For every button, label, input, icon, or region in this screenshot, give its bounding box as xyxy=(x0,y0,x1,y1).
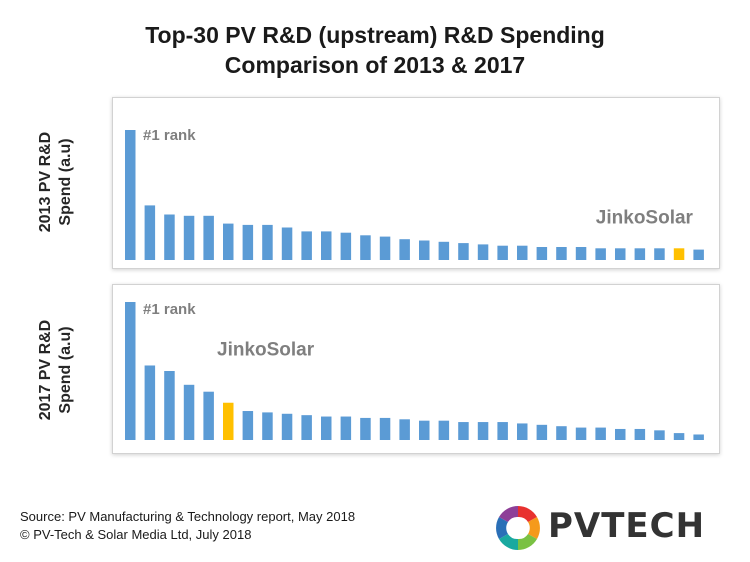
bar-2013-10 xyxy=(301,231,312,260)
bar-2013-5 xyxy=(203,215,214,260)
source-line-2: © PV-Tech & Solar Media Ltd, July 2018 xyxy=(20,527,252,542)
bar-2013-1 xyxy=(125,130,136,260)
bar-2013-27 xyxy=(634,248,646,260)
bar-2013-28 xyxy=(654,248,665,260)
bar-chart-2017: #1 rank JinkoSolar xyxy=(125,301,704,440)
bar-2013-18 xyxy=(458,243,469,260)
bar-2017-2 xyxy=(144,365,156,440)
bar-2017-1 xyxy=(125,302,136,440)
bar-2013-21 xyxy=(517,245,528,260)
annotation-2013-rank-1: #1 rank xyxy=(143,127,196,144)
bar-2017-22 xyxy=(536,424,548,440)
bar-2017-4 xyxy=(183,384,195,440)
y-axis-label-2013-line-2: Spend (a.u) xyxy=(57,138,74,226)
bar-2013-14 xyxy=(379,236,391,260)
bar-2013-17 xyxy=(438,241,450,260)
bar-2017-13 xyxy=(360,417,371,440)
bar-2017-8 xyxy=(262,412,273,440)
chart-panel-2013: #1 rank JinkoSolar xyxy=(112,97,720,269)
title-line-2: Comparison of 2013 & 2017 xyxy=(224,52,526,78)
y-axis-label-2017: 2017 PV R&D Spend (a.u) xyxy=(36,300,80,440)
bar-2013-24 xyxy=(575,247,587,260)
title-line-1: Top-30 PV R&D (upstream) R&D Spending xyxy=(145,22,605,48)
bar-2013-7 xyxy=(242,224,254,260)
bar-2017-30 xyxy=(693,434,704,440)
source-line-1: Source: PV Manufacturing & Technology re… xyxy=(20,509,356,524)
bar-2017-9 xyxy=(281,413,293,440)
bar-2013-12 xyxy=(340,232,352,260)
bar-2013-9 xyxy=(281,227,293,260)
bar-chart-2013: #1 rank JinkoSolar xyxy=(125,127,704,260)
bar-2017-19 xyxy=(477,422,489,440)
annotation-2013-jinkosolar: JinkoSolar xyxy=(596,207,694,228)
y-axis-label-2013: 2013 PV R&D Spend (a.u) xyxy=(36,112,80,252)
y-axis-label-2017-line-2: Spend (a.u) xyxy=(57,326,74,414)
bar-2017-5 xyxy=(203,391,214,440)
bar-2017-18 xyxy=(458,422,469,440)
bar-2013-15 xyxy=(399,239,410,260)
bar-2013-13 xyxy=(360,235,371,260)
bar-2013-23 xyxy=(556,247,567,260)
bar-2017-7 xyxy=(242,411,254,440)
bar-2013-25 xyxy=(595,248,606,260)
bar-2017-15 xyxy=(399,419,410,440)
bar-2017-17 xyxy=(438,420,450,440)
bar-2017-14 xyxy=(379,417,391,440)
bar-2017-21 xyxy=(517,423,528,440)
annotation-2017-jinkosolar: JinkoSolar xyxy=(217,340,315,361)
bar-2013-30 xyxy=(693,249,704,260)
source-note: Source: PV Manufacturing & Technology re… xyxy=(20,508,355,544)
bar-2013-11 xyxy=(321,231,332,260)
bar-2017-25 xyxy=(595,427,606,440)
bar-2013-3 xyxy=(164,214,175,260)
bar-2017-24 xyxy=(575,427,587,440)
chart-title: Top-30 PV R&D (upstream) R&D Spending Co… xyxy=(0,20,750,80)
bar-2013-6 xyxy=(223,223,234,260)
bar-2013-26 xyxy=(615,248,626,260)
pvtech-logo-icon xyxy=(496,506,540,550)
bar-2017-16 xyxy=(419,420,430,440)
bar-2013-2 xyxy=(144,205,156,260)
bar-2013-8 xyxy=(262,224,273,260)
logo-text: PVTECH xyxy=(548,506,706,546)
bar-2013-19 xyxy=(477,244,489,260)
chart-panel-2017: #1 rank JinkoSolar xyxy=(112,284,720,454)
bar-2013-16 xyxy=(419,240,430,260)
bar-2017-3 xyxy=(164,371,175,440)
bar-2017-10 xyxy=(301,415,312,440)
bar-2017-28 xyxy=(654,430,665,440)
bar-2017-23 xyxy=(556,426,567,440)
bar-2017-11 xyxy=(321,416,332,440)
bar-2017-20 xyxy=(497,422,508,440)
bar-2017-26 xyxy=(615,428,626,440)
y-axis-label-2013-line-1: 2013 PV R&D xyxy=(37,131,54,233)
bar-2013-29 xyxy=(673,248,685,260)
bar-2013-20 xyxy=(497,245,508,260)
bar-2013-22 xyxy=(536,247,548,260)
bar-2013-4 xyxy=(183,215,195,260)
bar-2017-12 xyxy=(340,416,352,440)
bar-2017-29 xyxy=(673,433,685,440)
annotation-2017-rank-1: #1 rank xyxy=(143,301,196,318)
bar-2017-27 xyxy=(634,428,646,440)
y-axis-label-2017-line-1: 2017 PV R&D xyxy=(37,319,54,421)
bar-2017-6 xyxy=(223,402,234,440)
